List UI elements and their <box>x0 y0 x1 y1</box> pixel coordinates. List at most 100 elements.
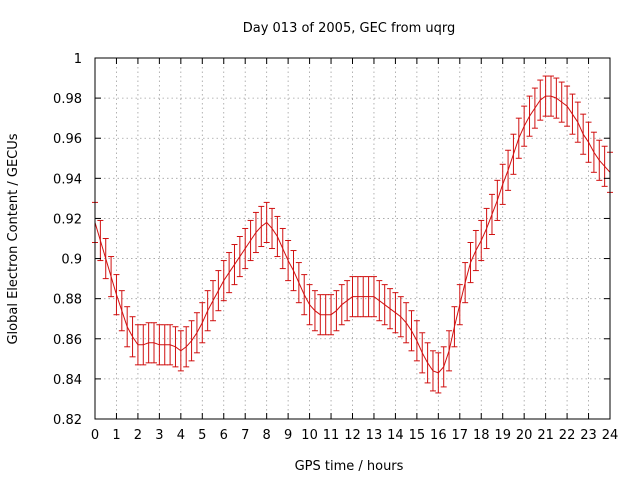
data-point <box>285 240 292 282</box>
x-tick-label: 1 <box>112 428 120 443</box>
data-point <box>172 326 179 368</box>
y-tick-label: 0.82 <box>53 413 82 428</box>
data-point <box>569 93 576 135</box>
data-point <box>574 101 581 143</box>
chart-title: Day 013 of 2005, GEC from uqrg <box>243 21 456 36</box>
data-point <box>199 302 206 344</box>
data-point <box>338 284 345 326</box>
data-point <box>226 252 233 294</box>
x-tick-label: 20 <box>516 428 533 443</box>
x-tick-label: 3 <box>155 428 163 443</box>
data-point <box>376 280 383 322</box>
data-point <box>193 312 200 354</box>
data-point <box>483 207 490 250</box>
data-point <box>231 244 238 286</box>
data-point <box>108 256 115 298</box>
data-point <box>472 229 479 272</box>
x-tick-label: 14 <box>387 428 404 443</box>
data-point <box>124 306 131 348</box>
x-tick-label: 0 <box>91 428 99 443</box>
data-point <box>488 193 495 235</box>
data-point <box>537 79 544 121</box>
data-point <box>526 95 533 137</box>
data-point <box>177 330 184 372</box>
x-tick-label: 5 <box>198 428 206 443</box>
x-tick-label: 4 <box>177 428 185 443</box>
data-point <box>252 211 259 254</box>
data-point <box>408 310 415 352</box>
data-point <box>435 352 442 394</box>
data-point <box>601 145 608 187</box>
data-point <box>370 276 377 318</box>
data-point <box>220 260 227 302</box>
data-point <box>397 296 404 338</box>
x-tick-label: 21 <box>537 428 554 443</box>
data-point <box>429 350 436 392</box>
data-point <box>161 324 168 366</box>
data-point <box>446 330 453 372</box>
data-point <box>328 294 335 336</box>
data-point <box>322 294 329 336</box>
data-point <box>151 322 158 364</box>
data-point <box>236 235 243 278</box>
data-point <box>515 117 522 159</box>
data-point <box>333 290 340 332</box>
data-point <box>354 276 361 318</box>
data-point <box>505 149 512 191</box>
data-point <box>590 131 597 173</box>
x-tick-label: 22 <box>559 428 576 443</box>
data-point <box>462 262 469 304</box>
data-point <box>387 288 394 330</box>
data-point <box>311 290 318 332</box>
x-tick-label: 15 <box>409 428 426 443</box>
data-point <box>188 320 195 362</box>
data-point <box>258 205 265 248</box>
data-point <box>553 77 560 119</box>
data-point <box>145 322 152 364</box>
data-point <box>247 219 254 262</box>
data-point <box>215 270 222 312</box>
x-tick-label: 23 <box>580 428 597 443</box>
y-axis-label: Global Electron Content / GECUs <box>6 133 21 344</box>
data-point <box>499 163 506 205</box>
data-point <box>140 324 147 366</box>
data-point <box>290 250 297 292</box>
data-point <box>580 113 587 155</box>
data-point <box>269 207 276 250</box>
x-tick-label: 19 <box>494 428 511 443</box>
data-point <box>451 306 458 348</box>
data-point <box>585 121 592 163</box>
data-point <box>564 85 571 127</box>
data-point <box>403 302 410 344</box>
x-tick-label: 12 <box>344 428 361 443</box>
data-point <box>456 284 463 326</box>
data-point <box>344 280 351 322</box>
y-tick-label: 0.86 <box>53 333 82 348</box>
data-point <box>392 292 399 334</box>
x-tick-label: 24 <box>602 428 619 443</box>
data-point <box>596 139 603 181</box>
data-point <box>381 284 388 326</box>
x-axis-label: GPS time / hours <box>295 459 404 474</box>
x-tick-label: 13 <box>366 428 383 443</box>
data-point <box>97 219 104 262</box>
x-tick-label: 16 <box>430 428 447 443</box>
data-point <box>360 276 367 318</box>
x-tick-label: 10 <box>301 428 318 443</box>
data-point <box>295 262 302 304</box>
data-point <box>317 294 324 336</box>
data-point <box>558 81 565 123</box>
data-point <box>424 342 431 384</box>
data-point <box>102 238 109 280</box>
x-tick-label: 17 <box>452 428 469 443</box>
x-tick-label: 7 <box>241 428 249 443</box>
data-point <box>204 290 211 332</box>
ticks: 0 1 2 3 4 5 6 7 8 9 10 11 12 13 14 15 16 17 18 19 20 21 22 23 24… <box>53 52 618 443</box>
y-tick-label: 0.88 <box>53 293 82 308</box>
data-point <box>263 201 270 244</box>
data-point <box>274 215 281 258</box>
data-point <box>531 87 538 129</box>
y-tick-label: 0.84 <box>53 373 82 388</box>
x-tick-label: 8 <box>263 428 271 443</box>
